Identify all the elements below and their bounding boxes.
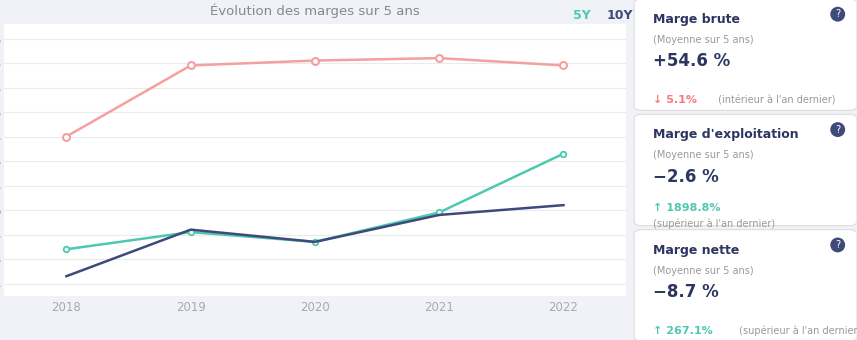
Text: (Moyenne sur 5 ans): (Moyenne sur 5 ans) — [654, 35, 754, 45]
Text: 5Y: 5Y — [573, 9, 591, 22]
Text: ↓ 5.1%: ↓ 5.1% — [654, 95, 698, 105]
Text: ?: ? — [836, 124, 840, 135]
FancyBboxPatch shape — [634, 230, 857, 340]
Text: Marge brute: Marge brute — [654, 13, 740, 26]
Text: Marge d'exploitation: Marge d'exploitation — [654, 129, 799, 141]
Text: −2.6 %: −2.6 % — [654, 168, 719, 186]
Text: (supérieur à l'an dernier): (supérieur à l'an dernier) — [735, 326, 857, 336]
Text: ↑ 267.1%: ↑ 267.1% — [654, 326, 713, 336]
Text: (Moyenne sur 5 ans): (Moyenne sur 5 ans) — [654, 150, 754, 160]
Text: (Moyenne sur 5 ans): (Moyenne sur 5 ans) — [654, 266, 754, 276]
FancyBboxPatch shape — [3, 18, 630, 301]
Text: ?: ? — [836, 240, 840, 250]
Text: ↑ 1898.8%: ↑ 1898.8% — [654, 203, 721, 213]
FancyBboxPatch shape — [634, 0, 857, 110]
Text: +54.6 %: +54.6 % — [654, 52, 731, 70]
Text: 10Y: 10Y — [606, 9, 632, 22]
Text: (intérieur à l'an dernier): (intérieur à l'an dernier) — [715, 95, 836, 105]
Text: (supérieur à l'an dernier): (supérieur à l'an dernier) — [654, 218, 776, 228]
FancyBboxPatch shape — [634, 114, 857, 226]
Text: ?: ? — [836, 9, 840, 19]
Title: Évolution des marges sur 5 ans: Évolution des marges sur 5 ans — [210, 4, 420, 18]
Text: Marge nette: Marge nette — [654, 244, 740, 257]
Legend: Marge brute, Marge d'exploitation, Marge nette: Marge brute, Marge d'exploitation, Marge… — [134, 337, 496, 340]
Text: −8.7 %: −8.7 % — [654, 283, 719, 301]
